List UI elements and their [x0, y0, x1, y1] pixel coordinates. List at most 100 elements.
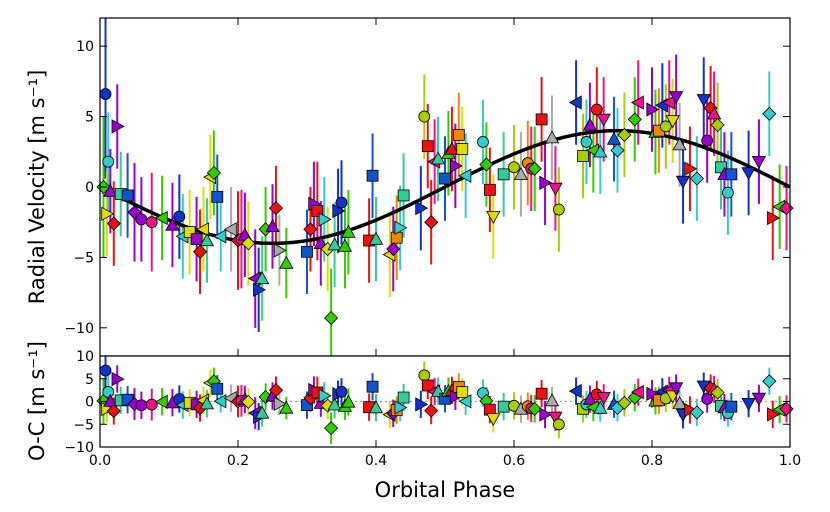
residual-point	[741, 397, 756, 411]
rv-point	[767, 210, 781, 226]
rv-ytick-label: −10	[64, 321, 94, 337]
rv-point	[458, 168, 472, 183]
rv-point	[193, 244, 208, 259]
residual-point	[318, 388, 332, 403]
rv-point	[183, 226, 196, 238]
rv-ytick-label: −5	[73, 250, 94, 266]
residual-point	[527, 401, 542, 416]
residual-ylabel: O-C [m s⁻¹]	[25, 341, 49, 461]
residual-point	[324, 421, 339, 436]
rv-point	[497, 168, 510, 181]
rv-point	[106, 216, 121, 231]
rv-point	[313, 235, 328, 249]
rv-point	[439, 172, 451, 185]
residual-point	[689, 405, 704, 420]
rv-point	[706, 106, 722, 120]
rv-point	[590, 103, 603, 116]
rv-point	[394, 220, 408, 235]
residual-axes: −10 −5 0 5 10 0.0 0.2 0.4 0.6 0.8 1.0	[64, 349, 801, 469]
xlabel: Orbital Phase	[375, 478, 516, 502]
rv-point	[111, 119, 125, 134]
rv-point	[273, 243, 287, 258]
rv-point	[449, 158, 463, 174]
residual-point	[668, 382, 684, 396]
rv-point	[552, 203, 565, 216]
rv-point	[335, 196, 348, 209]
rv-point	[659, 120, 672, 133]
rv-point	[254, 271, 270, 285]
rv-point	[548, 182, 563, 196]
rv-point	[430, 151, 446, 165]
residual-ytick-label: −5	[73, 417, 94, 433]
rv-point	[508, 161, 520, 174]
residual-point	[762, 374, 777, 389]
rv-point	[725, 168, 738, 181]
rv-point	[421, 140, 434, 153]
rv-point	[341, 224, 356, 238]
rv-point	[101, 206, 115, 221]
residual-ytick-label: 5	[85, 372, 94, 388]
rv-point	[418, 110, 431, 123]
rv-point	[715, 161, 727, 174]
rv-point	[311, 205, 324, 217]
residual-point	[630, 384, 644, 400]
rv-point	[544, 130, 560, 144]
rv-point	[211, 190, 224, 203]
rv-data-points	[96, 88, 794, 326]
rv-point	[368, 231, 384, 245]
rv-point	[390, 231, 403, 244]
rv-point	[366, 169, 379, 182]
residual-point	[135, 399, 148, 412]
residual-point	[486, 413, 501, 427]
rv-point	[684, 161, 698, 176]
rv-point	[701, 134, 714, 147]
residual-point	[646, 386, 660, 401]
rv-point	[606, 131, 622, 145]
rv-point	[762, 106, 777, 121]
rv-point	[696, 94, 711, 108]
rv-point	[568, 95, 582, 110]
residual-point	[449, 389, 463, 404]
rv-ytick-label: 10	[76, 39, 94, 55]
rv-panel: −10 −5 0 5 10 Radial Velocity [m s⁻¹]	[25, 17, 794, 357]
residual-point	[418, 369, 431, 382]
residual-data-points	[96, 364, 794, 436]
residual-point	[394, 400, 408, 415]
rv-point	[444, 141, 460, 155]
residual-point	[424, 403, 439, 418]
residual-point	[273, 396, 287, 411]
residual-point	[211, 382, 224, 395]
rv-point	[452, 128, 465, 141]
rv-point	[527, 161, 542, 176]
residual-point	[548, 411, 563, 425]
rv-ytick-label: 5	[85, 110, 94, 126]
residual-point	[672, 395, 687, 409]
rv-point	[593, 144, 608, 158]
rv-point	[513, 166, 529, 180]
xtick-label: 0.8	[641, 453, 663, 469]
rv-point	[668, 91, 684, 105]
xtick-label: 0.4	[365, 453, 387, 469]
residual-point	[341, 394, 356, 408]
residual-point	[552, 418, 565, 431]
rv-point	[196, 222, 210, 237]
residual-point	[368, 400, 384, 414]
residual-point	[199, 396, 215, 410]
residual-point	[701, 393, 714, 405]
residual-point	[710, 385, 725, 400]
residual-point	[458, 394, 472, 409]
rv-point	[154, 210, 168, 226]
residual-point	[254, 405, 270, 419]
rv-point	[199, 233, 215, 247]
residual-point	[335, 385, 348, 398]
residual-point	[99, 364, 112, 377]
xtick-label: 0.2	[227, 453, 249, 469]
rv-point	[689, 171, 704, 186]
rv-point	[580, 136, 593, 148]
rv-point	[577, 150, 589, 162]
rv-point	[121, 189, 134, 202]
residual-point	[539, 407, 553, 422]
residual-point	[568, 383, 582, 399]
residual-point	[725, 400, 738, 413]
xtick-label: 1.0	[779, 453, 801, 469]
